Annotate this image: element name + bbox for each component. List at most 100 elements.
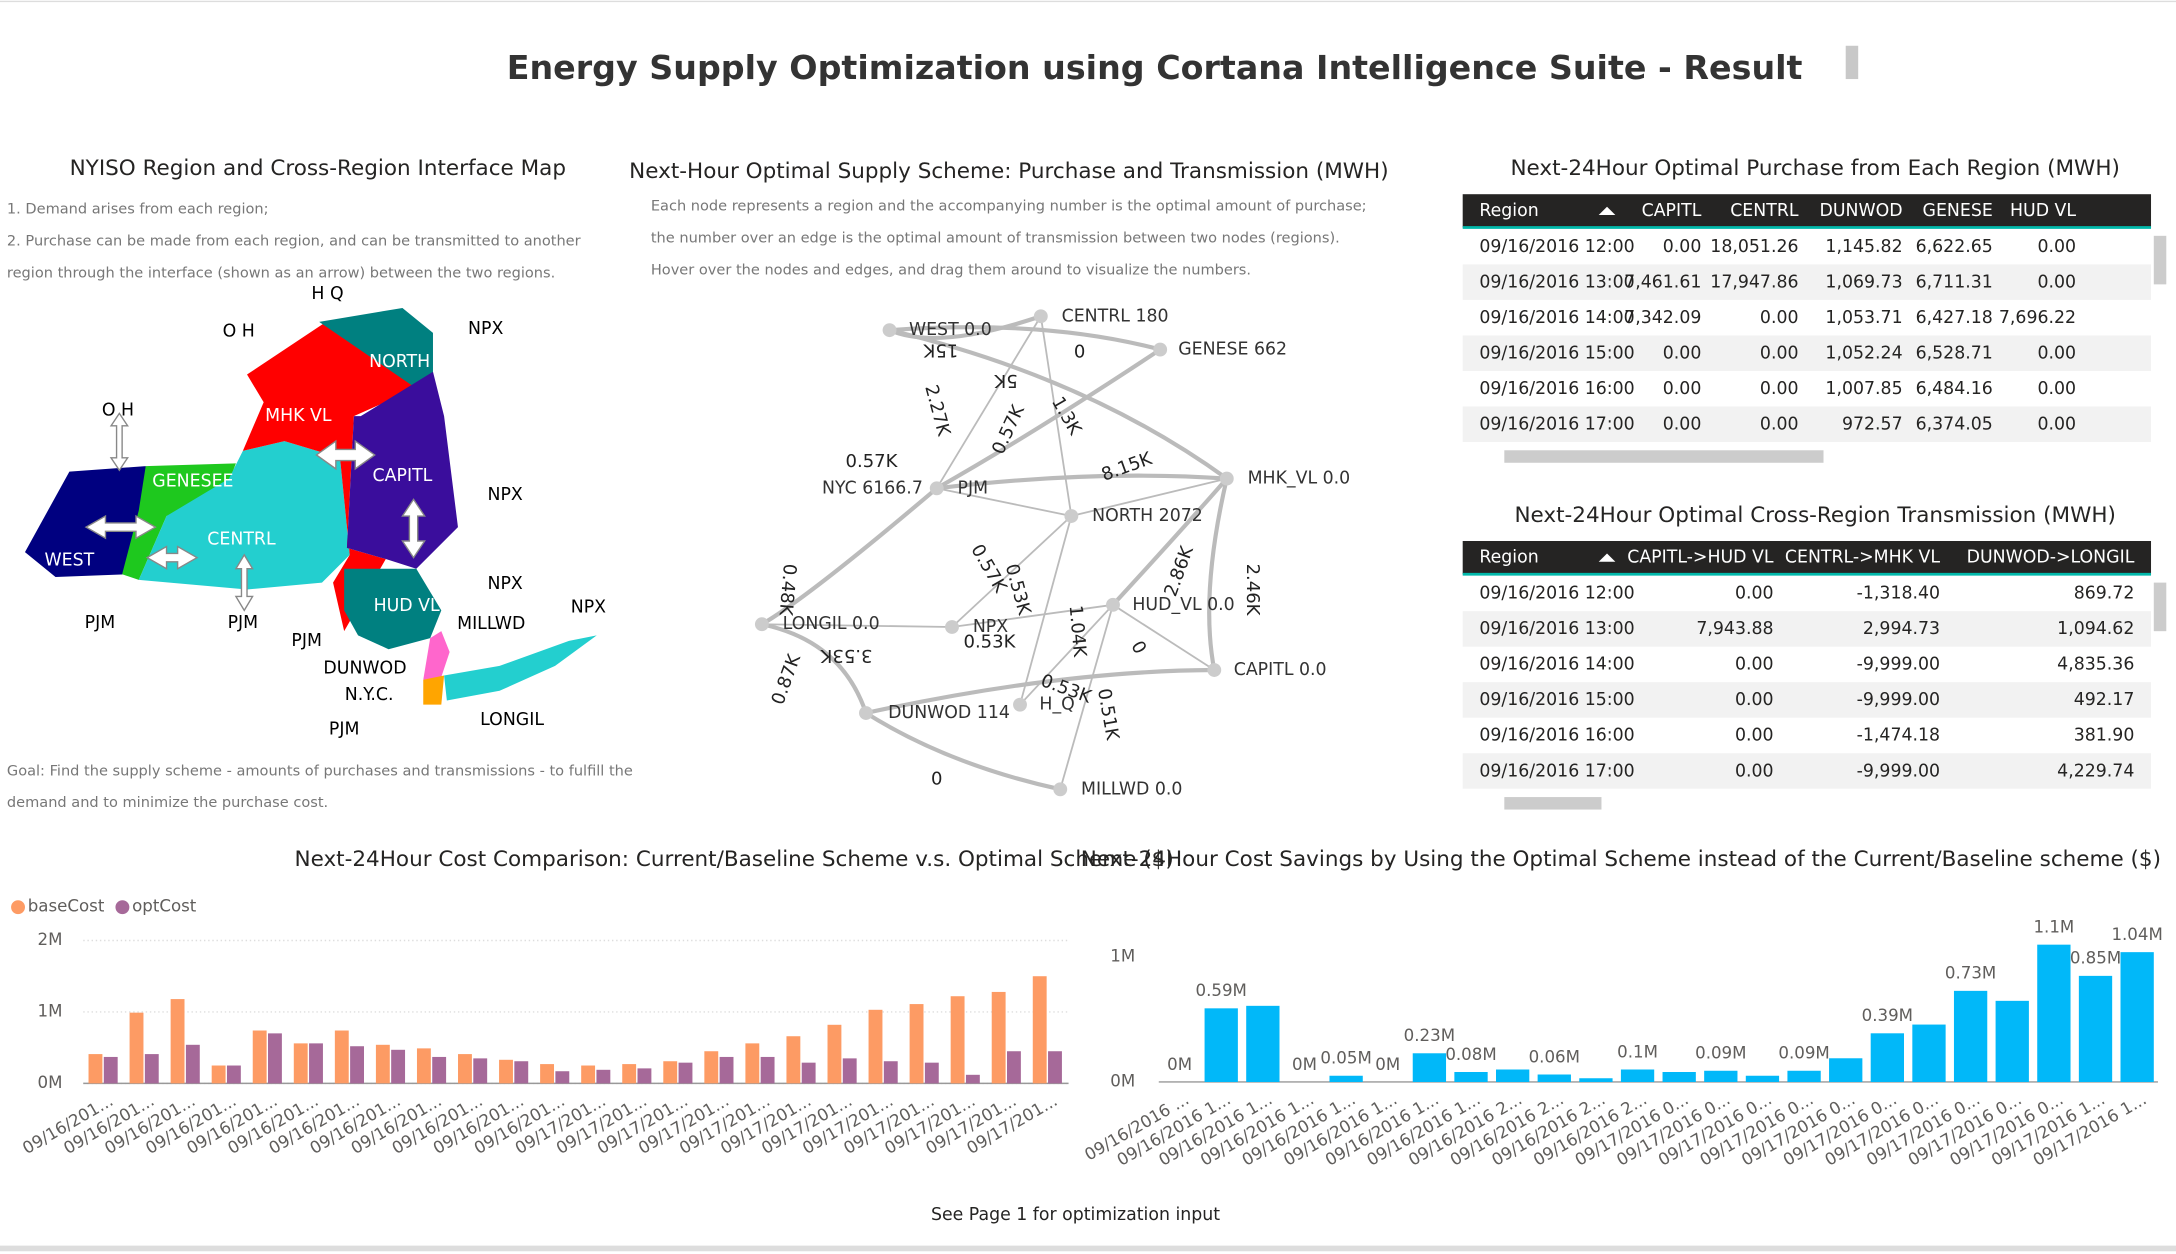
table-cell: -9,999.00	[1857, 690, 1940, 710]
map-region	[242, 321, 417, 632]
v-scrollbar[interactable]	[2153, 582, 2167, 632]
bar	[1787, 1070, 1821, 1082]
table-cell: 0.00	[2037, 379, 2076, 399]
bar	[622, 1064, 637, 1084]
network-edge	[936, 473, 1227, 491]
bar	[473, 1058, 488, 1084]
map-label: WEST	[45, 550, 95, 570]
panel-note: Goal: Find the supply scheme - amounts o…	[7, 762, 633, 779]
map-label: CENTRL	[207, 530, 276, 550]
bar	[1496, 1069, 1530, 1082]
bar	[678, 1062, 693, 1084]
map-arrow	[315, 439, 376, 471]
table-cell: -9,999.00	[1857, 761, 1940, 781]
bar	[909, 1004, 924, 1084]
h-scrollbar[interactable]	[1504, 450, 1824, 463]
bar	[883, 1061, 898, 1084]
column-header: DUNWOD->LONGIL	[1967, 548, 2135, 568]
bar	[1454, 1072, 1488, 1082]
bar	[950, 996, 965, 1084]
map-label: MILLWD	[457, 614, 525, 634]
bar	[924, 1062, 939, 1084]
bar	[1829, 1058, 1863, 1082]
data-label: 0M	[1292, 1055, 1317, 1074]
table-cell: 0.00	[1663, 343, 1702, 363]
table-cell: 09/16/2016 17:00	[1479, 761, 1634, 781]
bar	[1953, 990, 1988, 1082]
table-cell: 0.00	[1735, 761, 1774, 781]
table-cell: 492.17	[2074, 690, 2135, 710]
network-edge	[935, 347, 1162, 491]
edge-label: 15K	[922, 340, 958, 361]
network-edge	[1111, 477, 1229, 607]
bar	[293, 1043, 308, 1084]
map-label: DUNWOD	[323, 659, 406, 679]
map-region	[319, 307, 433, 417]
map-label: PJM	[85, 613, 116, 633]
bar	[991, 991, 1006, 1084]
map-label: NPX	[571, 598, 606, 618]
node-label: HUD_VL 0.0	[1132, 595, 1234, 615]
bar	[334, 1030, 349, 1084]
network-edge	[1039, 316, 1073, 517]
node-label: MHK_VL 0.0	[1248, 469, 1351, 489]
map-label: NORTH	[369, 352, 430, 372]
table-row-bg	[1462, 264, 2152, 300]
bar	[1537, 1074, 1571, 1082]
node-label: NPX	[973, 617, 1008, 637]
table-cell: 1,007.85	[1825, 379, 1902, 399]
column-header: CENTRL->MHK VL	[1785, 548, 1940, 568]
table-row-bg	[1462, 335, 2152, 371]
table-cell: 09/16/2016 13:00	[1479, 272, 1634, 292]
network-node	[1064, 509, 1079, 523]
panel-note: demand and to minimize the purchase cost…	[7, 794, 328, 811]
region-map	[24, 307, 597, 705]
network-node	[882, 323, 897, 338]
bar	[2078, 975, 2113, 1082]
table-cell: 6,528.71	[1916, 343, 1993, 363]
edge-label: 2.46K	[1242, 564, 1263, 617]
y-tick-label: 1M	[1110, 947, 1135, 966]
network-node	[1033, 309, 1048, 324]
data-label: 0.08M	[1445, 1045, 1496, 1064]
map-region	[423, 631, 450, 680]
map-label: NPX	[487, 574, 522, 594]
map-label: PJM	[228, 613, 259, 633]
panel-note: 1. Demand arises from each region;	[7, 200, 269, 217]
bar	[1246, 1005, 1280, 1082]
edge-label: 0	[931, 769, 942, 790]
table-cell: 4,835.36	[2057, 655, 2134, 675]
column-header: DUNWOD	[1819, 201, 1902, 221]
bar	[1662, 1072, 1696, 1082]
table-cell: 18,051.26	[1710, 237, 1798, 257]
table-cell: -9,999.00	[1857, 655, 1940, 675]
bar	[1620, 1069, 1655, 1082]
network-edge	[889, 328, 1228, 481]
legend-label: optCost	[132, 897, 197, 916]
bar	[1204, 1008, 1238, 1082]
panel-note: 2. Purchase can be made from each region…	[7, 232, 581, 249]
network-edge	[935, 315, 1042, 489]
table-cell: 6,374.05	[1916, 414, 1993, 434]
bar	[1579, 1078, 1613, 1082]
table-cell: 0.00	[2037, 343, 2076, 363]
legend-marker	[115, 900, 130, 915]
table-cell: -1,318.40	[1857, 584, 1940, 604]
bar	[350, 1046, 364, 1084]
table-row-bg	[1462, 611, 2152, 647]
h-scrollbar[interactable]	[1504, 797, 1602, 810]
network-node	[1053, 782, 1068, 797]
column-header: Region	[1479, 201, 1538, 221]
v-scrollbar[interactable]	[2153, 235, 2167, 285]
bar	[1870, 1033, 1904, 1082]
edge-label: 0.53K	[963, 631, 1016, 652]
network-edge	[760, 486, 939, 627]
table-cell: 0.00	[1735, 584, 1774, 604]
table-title: Next-24Hour Optimal Purchase from Each R…	[1510, 156, 2119, 181]
page-title: Energy Supply Optimization using Cortana…	[507, 48, 1803, 87]
bar	[1745, 1075, 1780, 1082]
column-header: Region	[1479, 548, 1538, 568]
bar	[801, 1062, 816, 1084]
table-cell: -1,474.18	[1857, 726, 1940, 746]
panel-note: Each node represents a region and the ac…	[651, 198, 1367, 215]
